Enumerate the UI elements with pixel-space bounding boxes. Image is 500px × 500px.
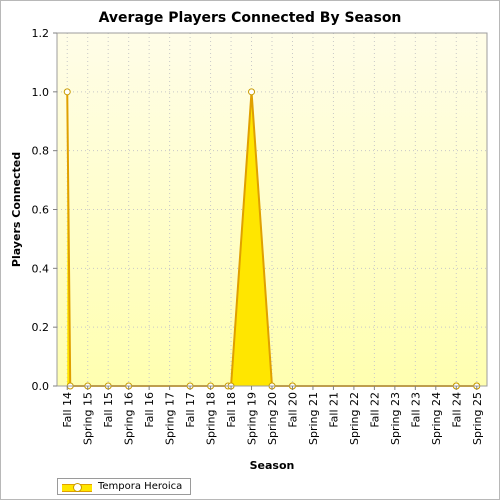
x-tick-label: Spring 21 xyxy=(307,392,320,445)
x-tick-label: Fall 23 xyxy=(409,392,422,428)
x-tick-label: Fall 20 xyxy=(286,392,299,428)
x-tick-label: Fall 14 xyxy=(61,392,74,428)
x-tick-label: Spring 15 xyxy=(82,392,95,445)
y-tick-labels: 0.0 0.2 0.4 0.6 0.8 1.0 1.2 xyxy=(32,27,57,393)
legend-label: Tempora Heroica xyxy=(98,481,183,492)
y-tick-label: 0.4 xyxy=(32,262,50,275)
chart-title: Average Players Connected By Season xyxy=(99,10,402,26)
x-tick-label: Spring 25 xyxy=(471,392,484,445)
x-axis-title: Season xyxy=(250,459,295,472)
data-point xyxy=(248,88,256,96)
x-tick-label: Spring 23 xyxy=(389,392,402,445)
x-tick-label: Spring 22 xyxy=(348,392,361,445)
x-tick-label: Spring 24 xyxy=(430,392,443,445)
y-axis-title: Players Connected xyxy=(10,152,23,267)
y-tick-label: 0.8 xyxy=(32,145,50,158)
x-tick-label: Spring 16 xyxy=(123,392,136,445)
legend-marker-icon xyxy=(73,482,82,492)
x-tick-labels: Fall 14 Spring 15 Fall 15 Spring 16 Fall 16 S… xyxy=(61,386,484,445)
legend: Tempora Heroica xyxy=(57,478,192,495)
x-tick-label: Fall 22 xyxy=(368,392,381,428)
y-tick-label: 0.0 xyxy=(32,380,50,393)
x-tick-label: Fall 15 xyxy=(102,392,115,428)
y-tick-label: 0.2 xyxy=(32,321,50,334)
y-tick-label: 0.6 xyxy=(32,204,50,217)
data-point xyxy=(63,88,71,96)
x-tick-label: Spring 19 xyxy=(246,392,259,445)
y-tick-label: 1.0 xyxy=(32,86,50,99)
x-tick-label: Spring 18 xyxy=(205,392,218,445)
y-tick-label: 1.2 xyxy=(32,27,50,40)
x-tick-label: Spring 17 xyxy=(164,392,177,445)
x-tick-label: Spring 20 xyxy=(266,392,279,445)
x-tick-label: Fall 24 xyxy=(450,392,463,428)
x-tick-label: Fall 21 xyxy=(327,392,340,428)
x-tick-label: Fall 17 xyxy=(184,392,197,428)
x-tick-label: Fall 16 xyxy=(143,392,156,428)
x-tick-label: Fall 18 xyxy=(225,392,238,428)
legend-swatch xyxy=(62,481,92,493)
grid-lines xyxy=(57,32,487,387)
